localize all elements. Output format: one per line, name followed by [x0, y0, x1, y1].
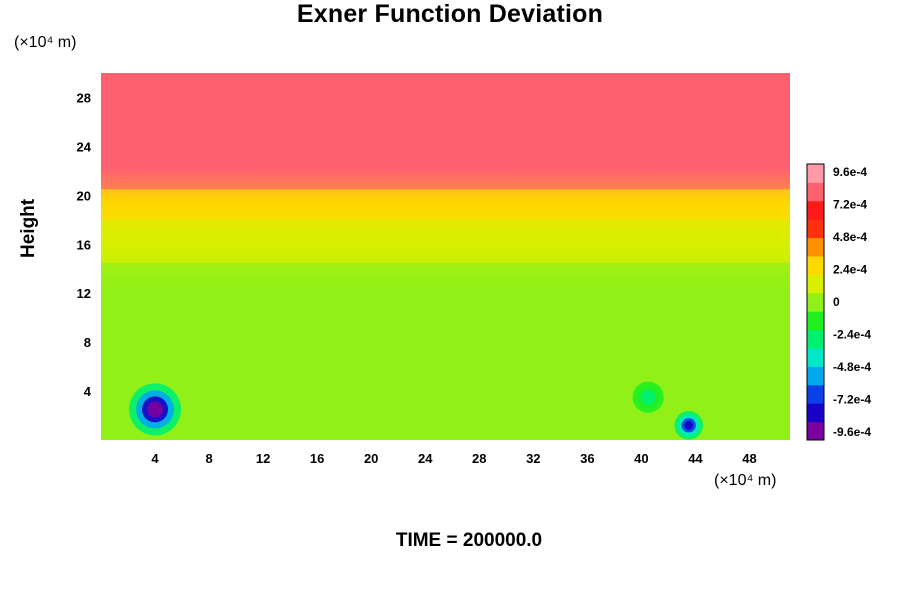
band-5	[101, 103, 790, 147]
x-tick-label: 20	[364, 451, 378, 466]
band-2	[101, 219, 790, 263]
x-tick-label: 8	[205, 451, 212, 466]
x-tick-label: 40	[634, 451, 648, 466]
colorbar-tick-label: -4.8e-4	[833, 360, 871, 374]
x-tick-label: 32	[526, 451, 540, 466]
colorbar-segment	[807, 237, 824, 257]
colorbar-segment	[807, 366, 824, 386]
x-tick-label: 36	[580, 451, 594, 466]
colorbar-segment	[807, 274, 824, 294]
band-3	[101, 189, 790, 220]
band-6	[101, 73, 790, 104]
x-tick-label: 16	[310, 451, 324, 466]
colorbar-segment	[807, 164, 824, 183]
colorbar-tick-label: 0	[833, 295, 840, 309]
feature-2	[632, 381, 664, 413]
colorbar-segment	[807, 421, 824, 441]
colorbar-frame	[806, 163, 825, 441]
colorbar-segment	[807, 219, 824, 239]
y-axis-ticks: 4 8 12 16 20 24 28	[77, 90, 92, 399]
colorbar-tick-label: 2.4e-4	[833, 263, 867, 277]
x-tick-label: 48	[742, 451, 756, 466]
y-axis-unit: (×10⁴ m)	[14, 34, 77, 51]
heatmap-stripes	[101, 73, 790, 440]
y-tick-label: 8	[84, 335, 91, 350]
colorbar-tick-label: -9.6e-4	[833, 425, 871, 439]
colorbar-tick-label: 9.6e-4	[833, 165, 867, 179]
heatmap-features	[129, 381, 703, 440]
x-tick-label: 28	[472, 451, 486, 466]
colorbar: 9.6e-4 7.2e-4 4.8e-4 2.4e-4 0 -2.4e-4 -4.8e-4 -…	[806, 163, 871, 441]
band-4	[101, 146, 790, 190]
x-tick-label: 12	[256, 451, 270, 466]
feature-1	[674, 411, 703, 440]
x-axis-unit: (×10⁴ m)	[714, 472, 777, 489]
colorbar-segment	[807, 200, 824, 220]
y-tick-label: 4	[84, 384, 92, 399]
y-tick-label: 12	[77, 286, 91, 301]
colorbar-segment	[807, 256, 824, 275]
colorbar-tick-label: -2.4e-4	[833, 328, 871, 342]
band-0	[101, 317, 790, 440]
colorbar-segment	[807, 403, 824, 423]
y-tick-label: 24	[77, 139, 92, 154]
x-tick-label: 44	[688, 451, 703, 466]
plot-area	[101, 73, 790, 440]
chart-title: Exner Function Deviation	[296, 0, 604, 28]
colorbar-tick-label: 7.2e-4	[833, 198, 867, 212]
y-tick-label: 16	[77, 237, 91, 252]
colorbar-segment	[807, 329, 824, 349]
colorbar-segment	[807, 348, 824, 367]
colorbar-segment	[807, 384, 824, 404]
colorbar-segment	[807, 182, 824, 202]
y-tick-label: 28	[77, 90, 91, 105]
colorbar-segment	[807, 311, 824, 331]
colorbar-tick-label: 4.8e-4	[833, 230, 867, 244]
colorbar-segment	[807, 292, 824, 312]
x-axis-ticks: 4 8 12 16 20 24 28 32 36 40 44 48	[151, 451, 756, 466]
time-label: TIME = 200000.0	[395, 530, 543, 551]
feature-0	[129, 383, 182, 436]
y-tick-label: 20	[77, 188, 91, 203]
x-tick-label: 24	[418, 451, 433, 466]
colorbar-tick-label: -7.2e-4	[833, 393, 871, 407]
band-1	[101, 262, 790, 318]
x-tick-label: 4	[151, 451, 159, 466]
